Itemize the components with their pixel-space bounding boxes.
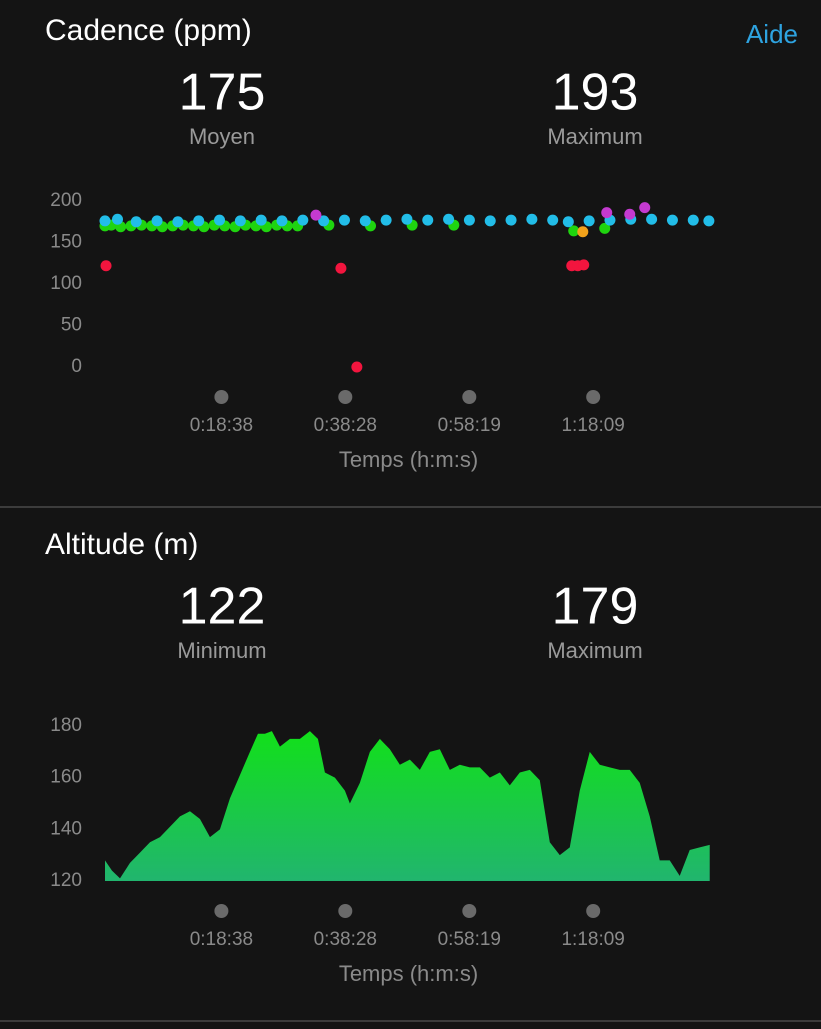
data-point xyxy=(599,222,611,234)
data-point xyxy=(547,214,559,226)
x-tick-label: 1:18:09 xyxy=(561,415,624,436)
x-tick-mark xyxy=(586,904,601,918)
x-tick-label: 0:38:28 xyxy=(314,415,377,436)
y-tick-label: 140 xyxy=(50,818,82,839)
data-point xyxy=(578,259,590,271)
x-tick-label: 0:58:19 xyxy=(438,929,501,950)
y-tick-label: 180 xyxy=(50,715,82,736)
data-point xyxy=(401,213,413,225)
data-point xyxy=(505,214,517,226)
x-tick-label: 0:18:38 xyxy=(190,929,253,950)
data-point xyxy=(639,202,651,214)
data-point xyxy=(687,214,699,226)
stat-value: 175 xyxy=(179,64,266,122)
data-point xyxy=(443,213,455,225)
x-axis-title: Temps (h:m:s) xyxy=(339,961,478,986)
x-tick-mark xyxy=(338,390,353,404)
x-tick-mark xyxy=(214,390,229,404)
data-point xyxy=(583,215,595,227)
data-point xyxy=(380,214,392,226)
data-point xyxy=(577,226,589,238)
data-point xyxy=(359,215,371,227)
data-point xyxy=(422,214,434,226)
data-point xyxy=(666,214,678,226)
y-tick-label: 200 xyxy=(50,190,82,211)
data-point xyxy=(484,215,496,227)
data-point xyxy=(562,216,574,228)
y-tick-label: 0 xyxy=(71,356,82,377)
stat-label: Minimum xyxy=(177,638,266,663)
data-point xyxy=(335,262,347,274)
y-tick-label: 120 xyxy=(50,870,82,891)
data-point xyxy=(624,208,636,220)
x-tick-label: 0:18:38 xyxy=(190,415,253,436)
y-tick-label: 160 xyxy=(50,767,82,788)
data-point xyxy=(338,214,350,226)
y-tick-label: 50 xyxy=(61,315,82,336)
help-link[interactable]: Aide xyxy=(746,19,798,49)
stat-label: Maximum xyxy=(547,638,642,663)
stat-value: 122 xyxy=(179,578,266,636)
x-tick-mark xyxy=(214,904,229,918)
data-point xyxy=(601,207,613,219)
y-tick-label: 150 xyxy=(50,232,82,253)
data-point xyxy=(310,209,322,221)
data-point xyxy=(99,215,111,227)
data-point xyxy=(234,215,246,227)
stat-label: Moyen xyxy=(189,124,255,149)
data-point xyxy=(276,215,288,227)
stat-value: 193 xyxy=(552,64,639,122)
x-tick-label: 0:58:19 xyxy=(438,415,501,436)
data-point xyxy=(193,215,205,227)
chart-title: Cadence (ppm) xyxy=(45,14,252,47)
area xyxy=(105,731,710,881)
data-point xyxy=(297,214,309,226)
x-tick-mark xyxy=(462,390,477,404)
stat-label: Maximum xyxy=(547,124,642,149)
x-tick-mark xyxy=(462,904,477,918)
x-tick-mark xyxy=(338,904,353,918)
data-point xyxy=(568,225,580,237)
data-point xyxy=(526,213,538,225)
data-point xyxy=(255,214,267,226)
y-tick-label: 100 xyxy=(50,273,82,294)
data-point xyxy=(703,215,715,227)
data-point xyxy=(318,215,330,227)
stat-value: 179 xyxy=(552,578,639,636)
data-point xyxy=(646,213,658,225)
x-axis-title: Temps (h:m:s) xyxy=(339,447,478,472)
data-point xyxy=(111,213,123,225)
x-tick-label: 1:18:09 xyxy=(561,929,624,950)
data-point xyxy=(100,260,112,272)
data-point xyxy=(463,214,475,226)
x-tick-label: 0:38:28 xyxy=(314,929,377,950)
data-point xyxy=(130,216,142,228)
data-point xyxy=(214,214,226,226)
x-tick-mark xyxy=(586,390,601,404)
data-point xyxy=(172,216,184,228)
chart-title: Altitude (m) xyxy=(45,528,198,561)
data-point xyxy=(151,215,163,227)
data-point xyxy=(351,361,363,373)
